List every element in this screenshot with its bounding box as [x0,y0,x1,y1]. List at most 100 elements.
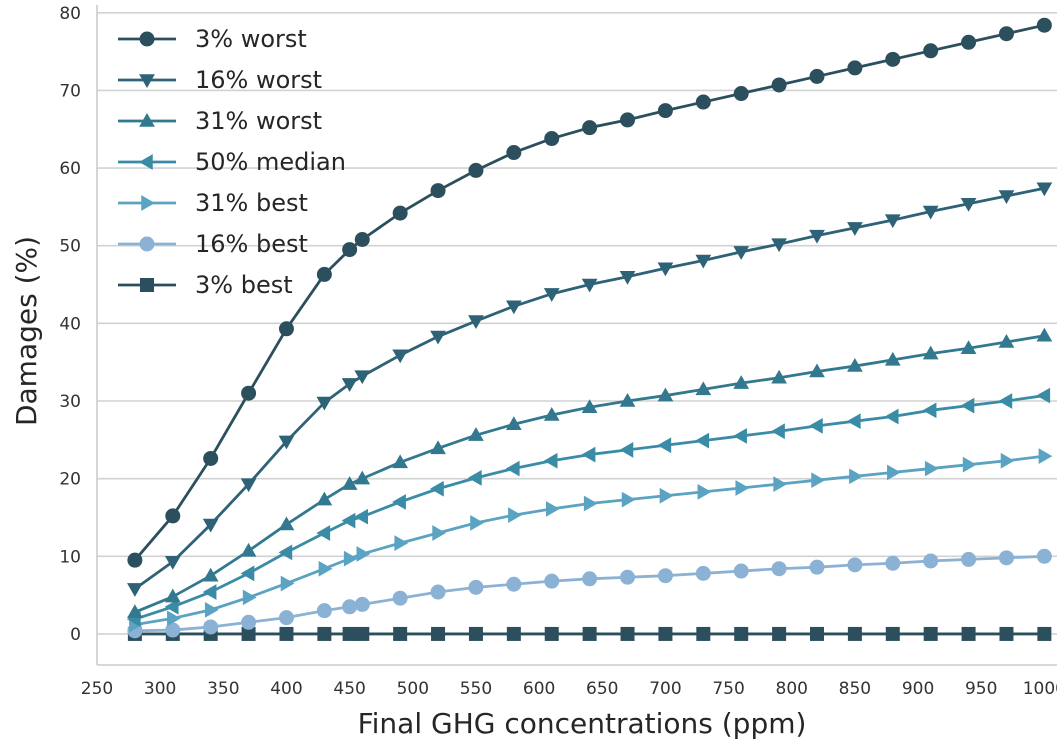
x-tick-label: 700 [649,679,681,699]
data-point [808,417,823,434]
data-point [923,626,938,641]
data-point [202,567,219,582]
data-point [998,333,1015,348]
data-point [960,198,977,212]
data-point [885,555,901,571]
data-point [508,507,522,524]
legend-label: 31% best [195,189,308,217]
data-point [167,610,181,627]
legend-marker [141,195,156,211]
data-point [468,579,484,595]
x-tick-label: 750 [712,679,744,699]
data-point [342,626,357,641]
data-point [620,569,636,585]
data-point [505,416,522,431]
legend-entry: 16% worst [118,66,322,94]
series-3 [127,327,1053,618]
data-point [392,349,409,364]
data-point [884,351,901,366]
data-point [394,535,409,551]
data-point [735,480,750,496]
data-point [240,478,257,493]
data-point [354,231,370,247]
y-tick-label: 60 [59,159,81,179]
x-tick-label: 550 [460,679,492,699]
data-point [543,406,560,421]
data-point [341,378,358,392]
data-point [847,222,863,236]
data-point [1036,17,1052,33]
data-point [657,437,672,454]
data-point [342,242,358,258]
data-point [317,626,332,641]
series-2 [127,182,1053,597]
data-point [505,300,522,315]
series-line [134,334,1045,614]
data-point [430,440,446,455]
data-point [316,396,333,411]
data-point [279,626,294,641]
legend-entry: 3% best [118,271,293,299]
data-point [847,358,863,372]
data-point [1036,182,1053,197]
data-point [543,452,558,469]
data-point [316,525,331,541]
data-point [657,262,674,277]
data-point [657,103,673,119]
data-point [343,550,358,567]
data-point [392,454,409,469]
data-point [341,476,358,490]
data-point [583,495,598,512]
data-point [430,330,446,345]
data-point [430,584,446,600]
data-point [430,480,444,497]
data-point [354,470,371,485]
data-point [341,512,356,529]
data-point [695,565,711,581]
data-point [620,626,635,641]
data-point [127,604,143,618]
data-point [278,610,294,626]
data-point [1036,548,1052,564]
legend-entry: 31% worst [118,107,322,135]
data-point [619,271,636,285]
data-point [922,402,937,419]
legend-label: 3% best [195,271,293,299]
data-point [432,525,447,541]
data-point [619,392,636,407]
data-point [998,190,1015,205]
data-point [884,408,899,425]
y-axis-ticks: 0 10 20 30 40 50 60 70 80 [59,4,81,645]
series-line [134,186,1045,591]
data-point [165,508,181,524]
legend-marker [140,278,154,292]
data-point [393,626,408,641]
x-tick-label: 300 [144,679,176,699]
data-point [809,229,825,244]
x-tick-label: 250 [81,679,113,699]
data-point [342,599,358,615]
x-axis-label: Final GHG concentrations (ppm) [358,707,807,740]
series-group [126,17,1053,641]
data-point [810,626,824,641]
data-point [506,145,522,161]
data-point [278,435,295,450]
legend-marker [139,236,155,252]
legend-marker [139,31,155,47]
series-7 [127,626,1052,641]
data-point [204,602,219,618]
data-point [581,278,598,293]
data-point [543,288,560,302]
data-point [356,546,371,562]
legend-marker [138,154,153,170]
data-point [621,491,636,508]
data-point [885,51,901,67]
legend-entry: 31% best [118,189,308,217]
legend-entry: 3% worst [118,25,307,53]
data-point [695,254,712,269]
data-point [695,381,712,396]
data-point [354,596,370,612]
data-point [733,428,747,444]
data-point [847,557,863,573]
data-point [506,626,521,641]
